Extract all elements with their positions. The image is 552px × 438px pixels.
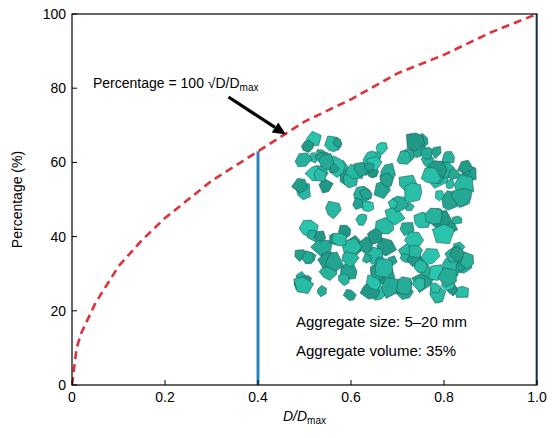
x-tick-label: 0.4 [248, 389, 268, 405]
x-axis-title: D/Dmax [283, 408, 326, 426]
aggregate-particle [438, 268, 457, 287]
aggregate-particle [295, 153, 312, 167]
aggregate-particle [292, 178, 308, 193]
aggregate-particle [303, 251, 316, 264]
annotation-arrow [229, 97, 276, 127]
aggregate-particle [367, 228, 381, 244]
y-tick-label: 80 [50, 80, 66, 96]
formula-annotation: Percentage = 100 √D/Dmax [93, 75, 259, 93]
x-axis-title-main: D/D [283, 408, 307, 424]
aggregate-particle [442, 151, 455, 163]
x-tick-label: 0.8 [434, 389, 454, 405]
aggregate-particle [388, 199, 397, 208]
y-tick [72, 385, 77, 386]
x-tick-label: 0.6 [341, 389, 361, 405]
formula-sub: max [240, 82, 259, 93]
curve [72, 14, 537, 385]
aggregate-particle [330, 163, 339, 173]
aggregate-particle [302, 251, 314, 264]
aggregate-particle [382, 277, 399, 298]
y-tick [72, 88, 77, 89]
aggregate-particle [314, 231, 326, 242]
x-tick [165, 380, 166, 385]
chart: 00.20.40.60.81.0020406080100D/DmaxPercen… [0, 0, 552, 438]
plot-data [72, 14, 537, 385]
y-tick-label: 100 [43, 6, 67, 22]
aggregate-particle [294, 277, 314, 294]
aggregate-particle [414, 259, 427, 272]
x-tick [444, 380, 445, 385]
formula-main: Percentage = 100 √D/D [93, 75, 240, 91]
aggregate-particle [421, 147, 433, 159]
aggregate-particle [325, 252, 344, 271]
annotation-arrowhead [272, 122, 286, 134]
y-tick [72, 236, 77, 237]
aggregate-size-text: Aggregate size: 5–20 mm [296, 313, 467, 330]
x-tick [537, 380, 538, 385]
y-tick-label: 40 [50, 229, 66, 245]
aggregate-particle [356, 214, 367, 225]
aggregate-particle [332, 233, 347, 246]
x-tick-label: 0 [68, 389, 76, 405]
aggregate-particle [425, 208, 442, 224]
x-tick [351, 380, 352, 385]
aggregate-particle [405, 183, 422, 202]
aggregate-particle [452, 216, 462, 224]
aggregate-particle [380, 173, 394, 187]
y-tick [72, 310, 77, 311]
aggregate-particle [302, 140, 314, 152]
aggregate-particle [461, 252, 474, 269]
aggregate-particle [333, 138, 342, 148]
y-tick [72, 14, 77, 15]
aggregate-particle [446, 179, 454, 189]
aggregate-particle [409, 245, 422, 258]
stem-line [257, 151, 260, 385]
x-tick [258, 380, 259, 385]
y-tick-label: 0 [58, 377, 66, 393]
aggregate-particle [362, 253, 371, 263]
aggregate-particle [343, 289, 356, 300]
x-axis-title-sub: max [307, 415, 326, 426]
aggregate-particle [339, 273, 350, 285]
aggregate-particle [325, 136, 341, 152]
aggregate-particle [376, 143, 388, 154]
aggregate-particle [317, 285, 326, 296]
aggregate-particle [412, 278, 425, 292]
y-tick-label: 20 [50, 303, 66, 319]
aggregate-particle [430, 283, 441, 293]
aggregate-particle [431, 147, 441, 159]
aggregate-particle [407, 133, 425, 151]
aggregate-particle [458, 160, 474, 173]
aggregate-particle [353, 198, 364, 210]
aggregate-particle [326, 201, 342, 219]
aggregate-particle [364, 163, 374, 172]
x-tick [72, 380, 73, 385]
aggregate-image [292, 131, 477, 303]
aggregate-particle [421, 168, 441, 184]
x-tick-label: 1.0 [527, 389, 547, 405]
aggregate-particle [314, 168, 326, 181]
x-tick-label: 0.2 [155, 389, 175, 405]
plot-frame [72, 14, 537, 385]
aggregate-volume-text: Aggregate volume: 35% [296, 342, 456, 359]
aggregate-particle [360, 188, 373, 199]
aggregate-particle [342, 252, 359, 268]
aggregate-particle [397, 151, 411, 164]
aggregate-particle [432, 224, 454, 243]
aggregate-particle [452, 188, 473, 207]
aggregate-particle [435, 191, 444, 202]
y-tick [72, 162, 77, 163]
aggregate-particle [375, 259, 392, 278]
y-axis-title: Percentage (%) [9, 151, 25, 248]
y-tick-label: 60 [50, 154, 66, 170]
